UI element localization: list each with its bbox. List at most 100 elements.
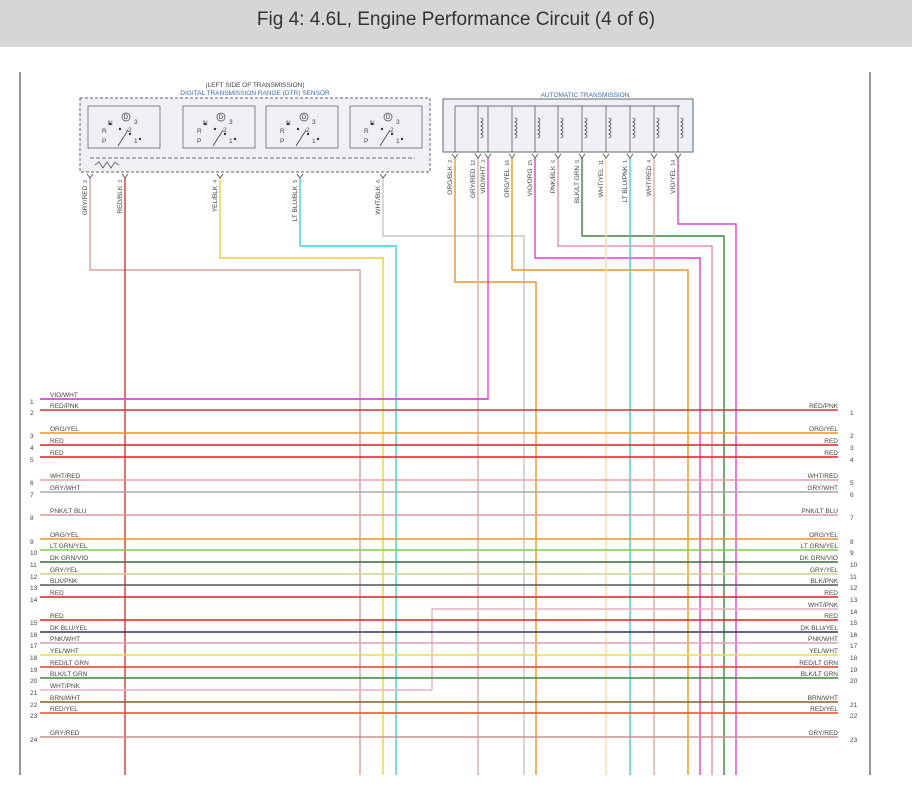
left-pin: 18	[30, 655, 38, 662]
switch-label: D	[386, 114, 391, 121]
contact	[296, 127, 300, 131]
left-pin: 10	[30, 550, 38, 557]
left-pin: 11	[30, 562, 37, 569]
left-label: RED/YEL	[50, 706, 78, 713]
switch-detent	[216, 112, 226, 122]
wire	[511, 158, 689, 775]
right-pin: 15	[850, 620, 858, 627]
switch-label: 3	[229, 119, 233, 126]
wire-color: VIO/ORG	[527, 169, 534, 197]
contact	[370, 122, 374, 126]
left-label: BRN/WHT	[50, 695, 80, 702]
header: Fig 4: 4.6L, Engine Performance Circuit …	[0, 0, 912, 47]
right-pin: 17	[850, 643, 858, 650]
right-label: PNK/LT BLU	[801, 508, 838, 515]
left-pin: 24	[30, 737, 38, 744]
connector-terminal	[531, 153, 539, 159]
switch-label: 3	[396, 119, 400, 126]
left-label: DK GRN/VIO	[50, 555, 88, 562]
left-pin: 8	[30, 515, 34, 522]
right-label: RED	[824, 613, 838, 620]
wire	[382, 178, 525, 775]
wire-color: ORG/YEL	[504, 168, 511, 197]
left-pin: 15	[30, 620, 38, 627]
coil	[514, 117, 518, 139]
switch-label: 3	[134, 119, 138, 126]
contact	[306, 132, 310, 136]
right-pin: 22	[850, 713, 858, 720]
connector-terminal	[296, 173, 304, 179]
pin-number: 1	[623, 160, 629, 163]
wire	[677, 158, 737, 775]
right-label: BLK/PNK	[811, 578, 839, 585]
coil	[537, 117, 541, 139]
wire-label: YEL/BLK 4	[212, 180, 219, 212]
contact	[390, 132, 394, 136]
right-pin: 7	[850, 515, 854, 522]
right-pin: 3	[850, 445, 854, 452]
switch-label: 1	[229, 138, 233, 145]
left-label: RED	[50, 613, 64, 620]
connector-terminal	[216, 173, 224, 179]
transmission-box	[442, 98, 694, 153]
right-label: ORG/YEL	[809, 532, 838, 539]
pin-number: 3	[118, 180, 124, 183]
connector-terminal	[121, 173, 129, 179]
wire-label: PNK/BLK 6	[550, 160, 557, 193]
switch-label: P	[197, 138, 201, 145]
coil	[656, 117, 660, 139]
coil	[480, 117, 484, 139]
right-label: GRY/YEL	[810, 567, 838, 574]
right-pin: 6	[850, 492, 854, 499]
right-pin: 16	[850, 632, 858, 639]
contact	[380, 127, 384, 131]
left-label: RED/LT GRN	[50, 660, 89, 667]
contact	[138, 137, 142, 141]
left-label: GRY/YEL	[50, 567, 78, 574]
wire-color: GRY/RED	[470, 168, 477, 198]
pin-number: 4	[213, 180, 219, 183]
wire	[40, 158, 489, 400]
switch-detent	[383, 112, 393, 122]
connector-terminal	[554, 153, 562, 159]
switch-arm	[379, 129, 391, 147]
left-pin: 9	[30, 539, 34, 546]
contact	[203, 122, 207, 126]
pin-number: 14	[671, 160, 677, 166]
wire-label: ORG/BLK 2	[447, 160, 454, 195]
left-label: DK BLU/YEL	[50, 625, 88, 632]
wire-label: WHT/RED 4	[646, 160, 653, 196]
switch-label: P	[364, 138, 368, 145]
left-label: VIO/WHT	[50, 392, 78, 399]
contact	[118, 127, 122, 131]
right-pin: 11	[850, 574, 857, 581]
contact	[233, 137, 237, 141]
switch-housing	[182, 105, 256, 149]
coil	[584, 117, 588, 139]
contact	[128, 132, 132, 136]
wire-color: LT BLU/PNK	[622, 165, 629, 202]
pin-number: 12	[471, 160, 477, 166]
coil	[680, 117, 684, 139]
right-pin: 20	[850, 678, 858, 685]
left-pin: 22	[30, 702, 38, 709]
pin-number: 15	[528, 160, 534, 166]
pin-number: 3	[481, 160, 487, 163]
switch-label: 2	[390, 127, 394, 134]
wire-color: WHT/YEL	[598, 168, 605, 197]
right-label: DK GRN/VIO	[800, 555, 838, 562]
coil	[560, 117, 564, 139]
right-pin: 12	[850, 585, 858, 592]
pin-number: 5	[293, 180, 299, 183]
right-label: RED/YEL	[810, 706, 838, 713]
connector-terminal	[578, 153, 586, 159]
wire-label: LT BLU/BLK 5	[292, 180, 299, 222]
left-label: WHT/PNK	[50, 683, 81, 690]
wire	[454, 158, 537, 775]
switch-label: 1	[396, 138, 400, 145]
pin-number: 11	[599, 160, 605, 165]
left-pin: 17	[30, 643, 38, 650]
left-pin: 16	[30, 632, 38, 639]
pin-number: 6	[551, 160, 557, 163]
left-label: LT GRN/YEL	[50, 543, 88, 550]
